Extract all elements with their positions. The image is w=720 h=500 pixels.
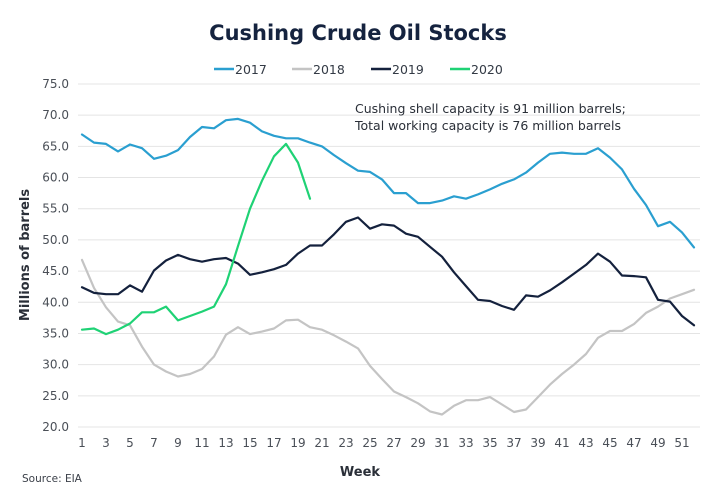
- x-tick-label: 23: [338, 436, 353, 450]
- x-tick-label: 27: [386, 436, 401, 450]
- y-tick-label: 35.0: [42, 326, 69, 340]
- source-note: Source: EIA: [22, 473, 83, 485]
- legend-label: 2017: [235, 62, 267, 77]
- x-tick-label: 37: [506, 436, 521, 450]
- x-tick-label: 35: [482, 436, 497, 450]
- series-line-2019: [80, 216, 696, 327]
- x-tick-label: 1: [78, 436, 86, 450]
- x-tick-label: 51: [674, 436, 689, 450]
- y-tick-label: 30.0: [42, 358, 69, 372]
- y-tick-label: 20.0: [42, 420, 69, 434]
- legend-item-2017: 2017: [214, 62, 267, 77]
- x-tick-label: 47: [626, 436, 641, 450]
- x-tick-label: 41: [554, 436, 569, 450]
- legend-item-2020: 2020: [450, 62, 503, 77]
- x-tick-label: 29: [410, 436, 425, 450]
- series-lines: [80, 117, 696, 416]
- x-tick-label: 21: [314, 436, 329, 450]
- y-tick-label: 45.0: [42, 264, 69, 278]
- x-tick-label: 31: [434, 436, 449, 450]
- y-tick-label: 55.0: [42, 202, 69, 216]
- legend: 2017 2018 2019 2020: [214, 62, 503, 77]
- chart-title: Cushing Crude Oil Stocks: [209, 21, 507, 45]
- annotation-line-1: Cushing shell capacity is 91 million bar…: [355, 101, 626, 116]
- y-axis-label: Millions of barrels: [18, 189, 33, 321]
- legend-label: 2020: [471, 62, 503, 77]
- y-tick-label: 40.0: [42, 295, 69, 309]
- x-tick-label: 45: [602, 436, 617, 450]
- x-tick-label: 9: [174, 436, 182, 450]
- series-line-2020: [80, 142, 312, 336]
- x-tick-label: 13: [218, 436, 233, 450]
- x-axis-ticks: 1 3 5 7 9 11 13 15 17 19 21 23 25 27 29 31 33 35 37 39 41 43 4…: [78, 436, 689, 450]
- x-tick-label: 15: [242, 436, 257, 450]
- x-tick-label: 11: [194, 436, 209, 450]
- y-tick-label: 75.0: [42, 77, 69, 91]
- series-line-2017: [80, 117, 696, 249]
- legend-label: 2019: [392, 62, 424, 77]
- y-tick-label: 50.0: [42, 233, 69, 247]
- legend-item-2019: 2019: [371, 62, 424, 77]
- x-tick-label: 25: [362, 436, 377, 450]
- x-tick-label: 17: [266, 436, 281, 450]
- legend-item-2018: 2018: [292, 62, 345, 77]
- series-line-2018: [80, 258, 696, 416]
- y-tick-label: 25.0: [42, 389, 69, 403]
- x-tick-label: 3: [102, 436, 110, 450]
- x-tick-label: 33: [458, 436, 473, 450]
- x-axis-label: Week: [340, 465, 381, 480]
- x-tick-label: 43: [578, 436, 593, 450]
- x-tick-label: 7: [150, 436, 158, 450]
- x-tick-label: 39: [530, 436, 545, 450]
- y-tick-label: 70.0: [42, 108, 69, 122]
- y-tick-label: 60.0: [42, 171, 69, 185]
- x-tick-label: 5: [126, 436, 134, 450]
- x-tick-label: 19: [290, 436, 305, 450]
- gridlines: [78, 83, 700, 428]
- y-tick-label: 65.0: [42, 139, 69, 153]
- x-tick-label: 49: [650, 436, 665, 450]
- annotation-line-2: Total working capacity is 76 million bar…: [354, 118, 621, 133]
- legend-label: 2018: [313, 62, 345, 77]
- y-axis-ticks: 20.0 25.0 30.0 35.0 40.0 45.0 50.0 55.0 60.0 65.0…: [42, 77, 69, 434]
